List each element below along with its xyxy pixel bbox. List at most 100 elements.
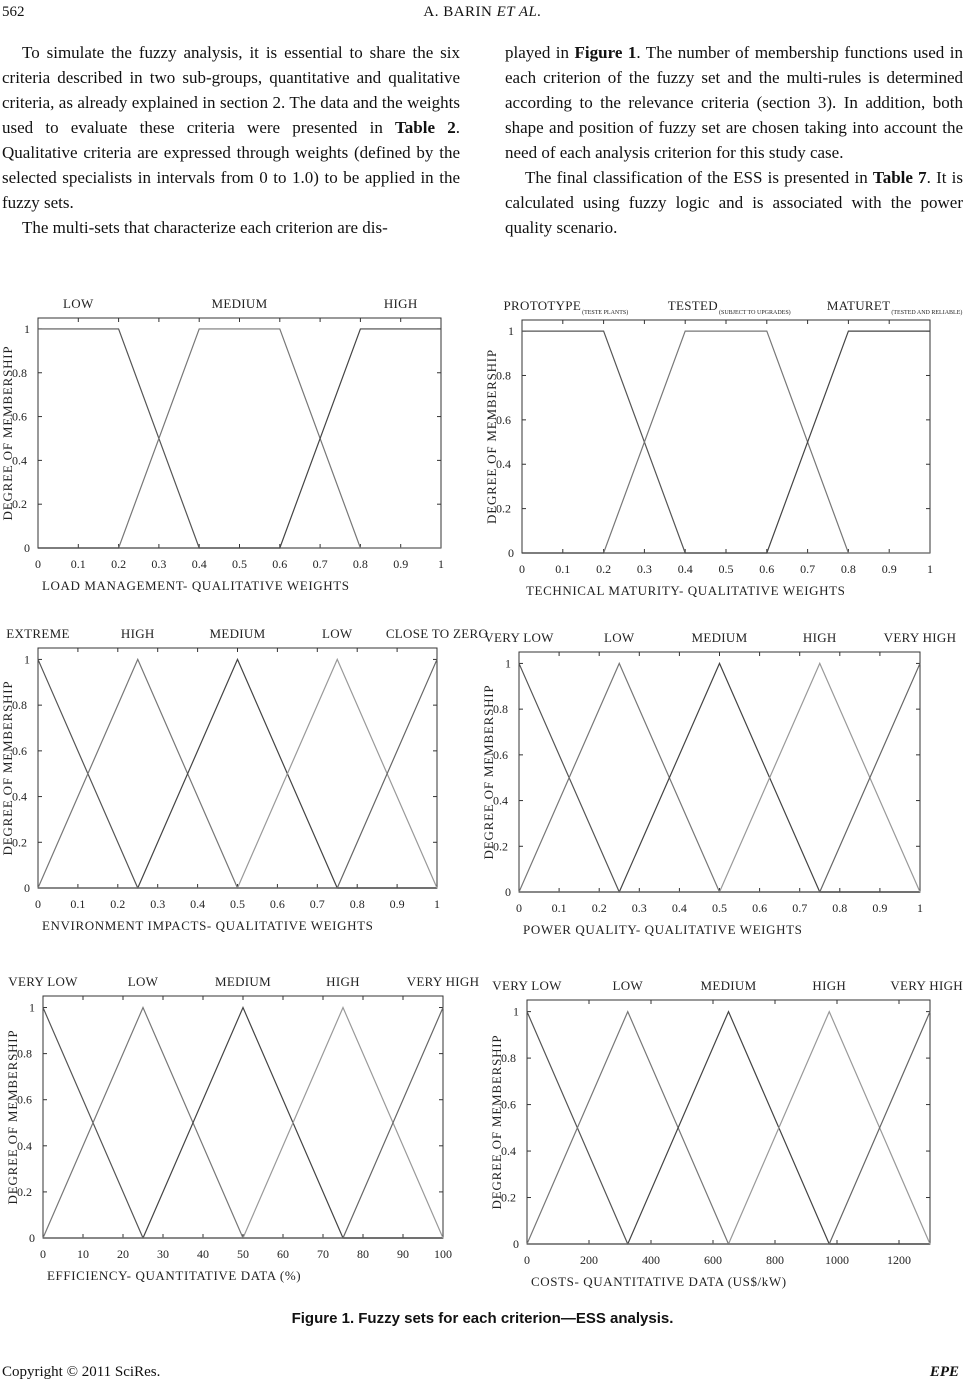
set-name-label: MATURET <box>827 298 891 313</box>
plot-frame <box>526 999 931 1245</box>
running-head: A. BARIN ET AL. <box>0 4 965 21</box>
x-tick-label: 0 <box>524 1253 530 1267</box>
x-tick-label: 70 <box>317 1247 329 1261</box>
x-tick-label: 0.9 <box>872 901 887 915</box>
set-name-label: VERY LOW <box>492 978 562 993</box>
set-name-label: VERY HIGH <box>407 974 480 989</box>
y-tick-label: 0.6 <box>493 748 508 762</box>
y-tick-label: 0.2 <box>17 1185 32 1199</box>
x-tick-label: 20 <box>117 1247 129 1261</box>
x-tick-label: 0.2 <box>110 897 125 911</box>
x-tick-label: 0 <box>516 901 522 915</box>
membership-function-line <box>522 330 930 554</box>
set-name-label: HIGH <box>803 630 837 645</box>
membership-function-line <box>42 1006 443 1239</box>
x-tick-label: 0.1 <box>555 562 570 576</box>
journal-footer: EPE <box>929 1364 959 1380</box>
set-name-label: MEDIUM <box>215 974 271 989</box>
y-tick-label: 0.8 <box>12 698 27 712</box>
membership-function-line <box>43 1007 444 1239</box>
y-tick-label: 0.2 <box>496 502 511 516</box>
set-name-label: MEDIUM <box>701 978 757 993</box>
membership-function-line <box>519 661 921 893</box>
x-tick-label: 1200 <box>887 1253 911 1267</box>
membership-function-line <box>38 328 441 549</box>
x-axis-label: POWER QUALITY- QUALITATIVE WEIGHTS <box>523 922 802 937</box>
x-tick-label: 0.8 <box>832 901 847 915</box>
x-tick-label: 0.3 <box>637 562 652 576</box>
y-tick-label: 0.8 <box>501 1051 516 1065</box>
x-tick-label: 0.6 <box>270 897 285 911</box>
figure-reference[interactable]: Figure 1 <box>574 43 637 62</box>
plot-frame <box>37 317 442 549</box>
set-name-label: CLOSE TO ZERO <box>386 626 488 641</box>
y-tick-label: 1 <box>513 1005 519 1019</box>
y-axis-label: DEGREE OF MEMBERSHIP <box>0 346 15 521</box>
plot-frame <box>37 647 438 889</box>
set-name-label: MEDIUM <box>210 626 266 641</box>
page-number: 562 <box>2 4 25 20</box>
x-tick-label: 0.2 <box>596 562 611 576</box>
x-tick-label: 0.6 <box>759 562 774 576</box>
membership-function-line <box>519 663 921 893</box>
set-name-label: HIGH <box>326 974 360 989</box>
x-tick-label: 0.5 <box>712 901 727 915</box>
fuzzy-sets-figure: 0 0.2 0.4 0.6 0.8 1 0 0.1 0.2 0.3 0.4 0.5 0.6 0.7 0.8 0… <box>0 296 963 1289</box>
x-tick-label: 0.8 <box>353 557 368 571</box>
x-tick-label: 0.2 <box>592 901 607 915</box>
y-tick-label: 0.2 <box>12 497 27 511</box>
y-tick-label: 0.4 <box>17 1139 32 1153</box>
x-tick-label: 0 <box>40 1247 46 1261</box>
y-tick-label: 1 <box>505 656 511 670</box>
x-axis-label: EFFICIENCY- QUANTITATIVE DATA (%) <box>47 1268 301 1283</box>
table-reference[interactable]: Table 7 <box>872 168 927 187</box>
x-tick-label: 0.6 <box>272 557 287 571</box>
membership-function-line <box>522 330 930 554</box>
x-axis-label: TECHNICAL MATURITY- QUALITATIVE WEIGHTS <box>526 583 846 598</box>
running-head-etal: ET AL. <box>496 4 542 20</box>
x-tick-label: 80 <box>357 1247 369 1261</box>
membership-function-line <box>38 657 437 889</box>
x-tick-label: 200 <box>580 1253 598 1267</box>
x-tick-label: 0.4 <box>190 897 205 911</box>
set-name-label: LOW <box>604 630 635 645</box>
y-tick-label: 0.4 <box>496 457 511 471</box>
figure-caption: Figure 1. Fuzzy sets for each criterion—… <box>291 1310 674 1327</box>
x-axis-label: ENVIRONMENT IMPACTS- QUALITATIVE WEIGHTS <box>42 918 373 933</box>
y-axis-label: DEGREE OF MEMBERSHIP <box>5 1030 20 1205</box>
membership-function-line <box>522 330 930 554</box>
set-name-label: HIGH <box>384 296 418 311</box>
membership-function-line <box>526 1011 930 1245</box>
paragraph: The multi-sets that characterize each cr… <box>22 218 388 237</box>
membership-function-line <box>42 1007 443 1239</box>
set-name-label: VERY LOW <box>484 630 554 645</box>
plot-frame <box>521 319 931 554</box>
table-reference[interactable]: Table 2 <box>395 118 456 137</box>
y-tick-label: 0.8 <box>493 702 508 716</box>
membership-function-line <box>37 657 437 889</box>
membership-function-line <box>527 1010 931 1245</box>
x-tick-label: 0.5 <box>719 562 734 576</box>
membership-function-line <box>519 661 920 893</box>
left-text-column: To simulate the fuzzy analysis, it is es… <box>2 40 460 240</box>
copyright-footer: Copyright © 2011 SciRes. <box>2 1364 161 1380</box>
x-tick-label: 0 <box>35 557 41 571</box>
x-tick-label: 50 <box>237 1247 249 1261</box>
x-tick-label: 30 <box>157 1247 169 1261</box>
x-tick-label: 0.8 <box>841 562 856 576</box>
y-tick-label: 1 <box>24 322 30 336</box>
x-tick-label: 1 <box>438 557 444 571</box>
y-tick-label: 0.8 <box>17 1047 32 1061</box>
membership-function-line <box>518 661 920 893</box>
x-tick-label: 0 <box>519 562 525 576</box>
y-tick-label: 0.6 <box>12 744 27 758</box>
x-tick-label: 0.7 <box>310 897 325 911</box>
x-tick-label: 0 <box>35 897 41 911</box>
page-header: 562 A. BARIN ET AL. <box>0 0 965 24</box>
membership-function-line <box>526 1010 930 1245</box>
plot-frame <box>518 651 921 893</box>
y-tick-label: 0 <box>29 1231 35 1245</box>
x-tick-label: 0.3 <box>150 897 165 911</box>
plot-frame <box>42 995 444 1239</box>
x-tick-label: 0.9 <box>390 897 405 911</box>
